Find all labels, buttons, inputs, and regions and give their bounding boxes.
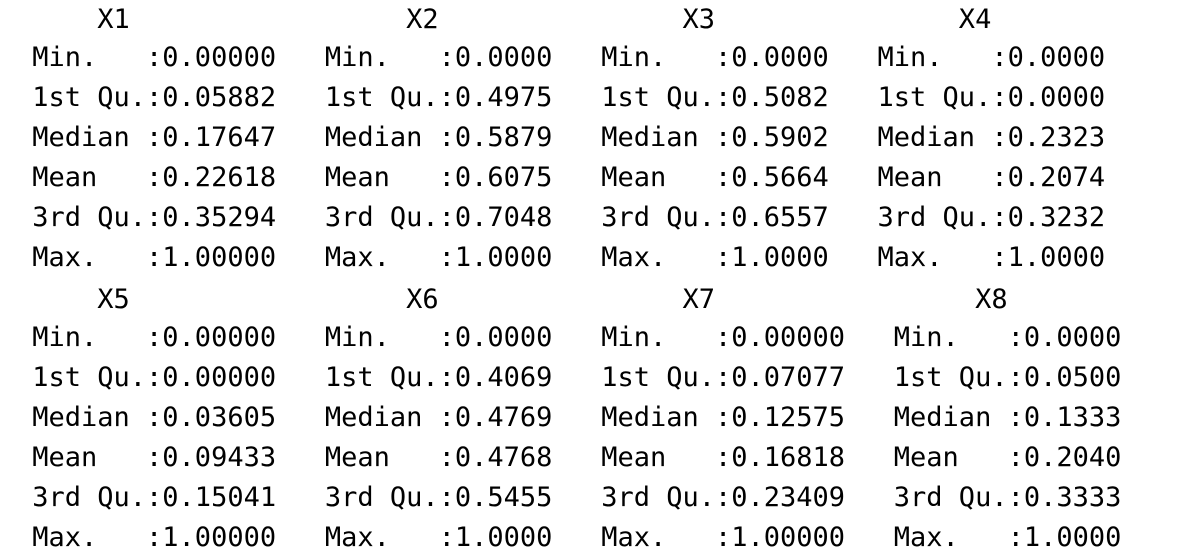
summary-row-max: Max. :1.00000 Max. :1.0000 Max. :1.0000 … xyxy=(16,242,1138,273)
column-header-line: X1 X2 X3 X4 xyxy=(16,4,1122,35)
summary-block-x5-x8: X5 X6 X7 X8 Min. :0.00000 Min. :0.0000 M… xyxy=(16,280,1196,560)
summary-row-3rd-qu: 3rd Qu.:0.15041 3rd Qu.:0.5455 3rd Qu.:0… xyxy=(16,482,1154,513)
summary-row-median: Median :0.17647 Median :0.5879 Median :0… xyxy=(16,122,1138,153)
summary-row-max: Max. :1.00000 Max. :1.0000 Max. :1.00000… xyxy=(16,522,1154,553)
summary-block-x1-x4: X1 X2 X3 X4 Min. :0.00000 Min. :0.0000 M… xyxy=(16,0,1196,280)
column-header-line: X5 X6 X7 X8 xyxy=(16,284,1122,315)
r-console-summary-output: X1 X2 X3 X4 Min. :0.00000 Min. :0.0000 M… xyxy=(16,0,1196,560)
summary-row-min: Min. :0.00000 Min. :0.0000 Min. :0.00000… xyxy=(16,322,1154,353)
summary-row-1st-qu: 1st Qu.:0.05882 1st Qu.:0.4975 1st Qu.:0… xyxy=(16,82,1138,113)
summary-row-3rd-qu: 3rd Qu.:0.35294 3rd Qu.:0.7048 3rd Qu.:0… xyxy=(16,202,1138,233)
summary-row-median: Median :0.03605 Median :0.4769 Median :0… xyxy=(16,402,1154,433)
summary-row-1st-qu: 1st Qu.:0.00000 1st Qu.:0.4069 1st Qu.:0… xyxy=(16,362,1154,393)
summary-row-mean: Mean :0.22618 Mean :0.6075 Mean :0.5664 … xyxy=(16,162,1138,193)
summary-row-mean: Mean :0.09433 Mean :0.4768 Mean :0.16818… xyxy=(16,442,1154,473)
summary-row-min: Min. :0.00000 Min. :0.0000 Min. :0.0000 … xyxy=(16,42,1138,73)
